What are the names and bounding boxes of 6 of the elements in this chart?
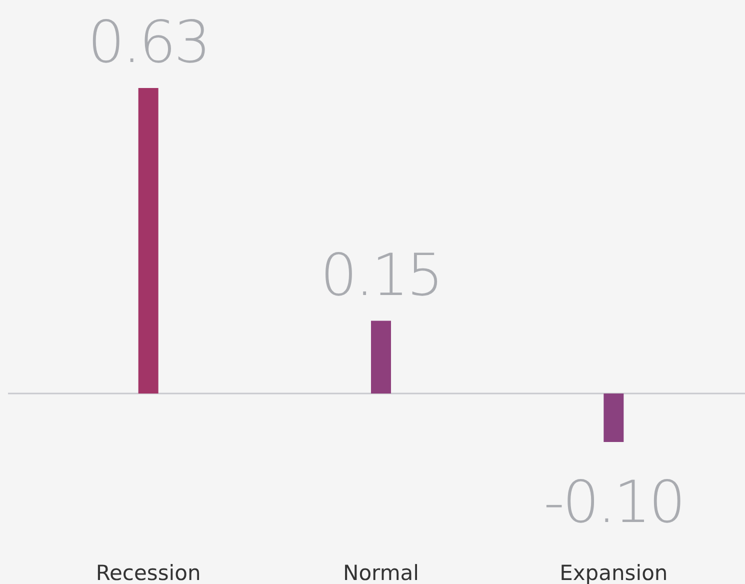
x-tick-label: Recession (96, 561, 201, 584)
data-label: 0.15 (320, 240, 442, 309)
data-label: -0.10 (544, 468, 684, 536)
x-tick-label: Normal (343, 561, 419, 584)
x-tick-label: Expansion (560, 561, 668, 584)
data-label: 0.63 (88, 8, 209, 76)
